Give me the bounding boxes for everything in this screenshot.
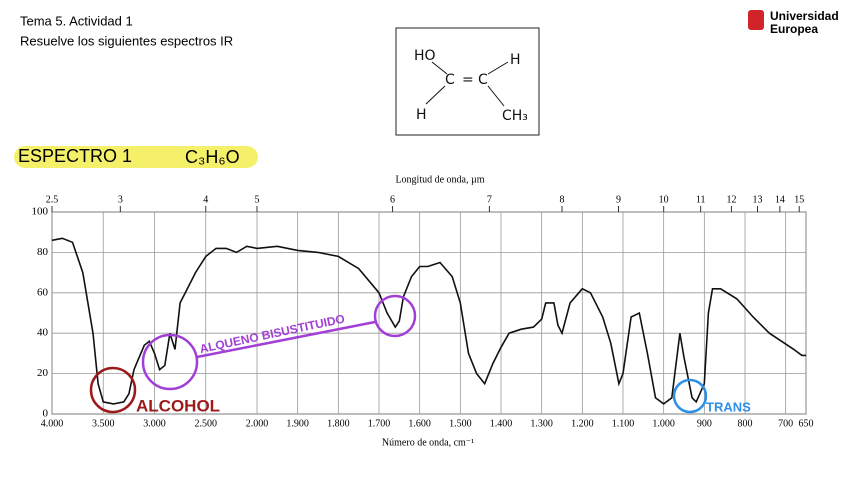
x-tick-label: 3.000 — [143, 418, 166, 429]
x-tick-label: 1.400 — [490, 418, 513, 429]
molecule-box — [395, 27, 540, 136]
x-tick-label: 3.500 — [92, 418, 115, 429]
x-tick-label: 4.000 — [41, 418, 64, 429]
x-tick-label: 1.300 — [530, 418, 553, 429]
x-tick-label: 1.700 — [368, 418, 391, 429]
y-tick-label: 40 — [37, 327, 49, 339]
x-tick-label: 1.000 — [652, 418, 675, 429]
top-tick-label: 14 — [775, 194, 785, 205]
x-tick-label: 1.600 — [408, 418, 431, 429]
exercise-title: ESPECTRO 1 — [18, 146, 132, 166]
y-tick-label: 60 — [37, 286, 49, 298]
top-tick-label: 10 — [659, 194, 669, 205]
bond: = — [462, 72, 474, 88]
x-axis-title: Número de onda, cm⁻¹ — [382, 437, 474, 448]
annotation: ALCOHOL — [136, 396, 220, 415]
x-tick-label: 1.100 — [612, 418, 635, 429]
logo-mark — [748, 10, 764, 30]
topic: Tema 5. Actividad 1 — [20, 13, 133, 28]
atom: C — [445, 72, 455, 88]
top-tick-label: 12 — [726, 194, 736, 205]
y-tick-label: 20 — [37, 367, 49, 379]
x-tick-label: 2.000 — [246, 418, 269, 429]
top-tick-label: 3 — [118, 194, 123, 205]
logo-text: Europea — [770, 22, 818, 36]
atom: HO — [414, 48, 436, 64]
circle — [672, 378, 708, 414]
formula: C₃H₆O — [185, 147, 240, 167]
spectrum: 0 20 40 60 80 100 4.000 3.500 3.000 2.500 2.000 1.9… — [32, 174, 814, 448]
top-tick-label: 13 — [753, 194, 763, 205]
atom: C — [478, 72, 488, 88]
x-tick-label: 1.200 — [571, 418, 594, 429]
atom: CH₃ — [502, 108, 528, 124]
top-tick-label: 11 — [696, 194, 706, 205]
molecule: HO C = C H H CH₃ — [414, 48, 528, 124]
y-tick-label: 80 — [37, 246, 49, 258]
highlight — [14, 146, 258, 168]
top-tick-label: 8 — [560, 194, 565, 205]
connector — [196, 320, 376, 359]
x-tick-label: 2.500 — [195, 418, 218, 429]
atom: H — [416, 107, 427, 123]
logo-text: Universidad — [770, 9, 839, 23]
y-tick-label: 0 — [43, 408, 49, 420]
circle — [141, 333, 199, 391]
top-tick-label: 4 — [203, 194, 208, 205]
atom: H — [510, 52, 521, 68]
circle — [373, 294, 417, 338]
top-tick-label: 2.5 — [46, 194, 59, 205]
top-tick-label: 9 — [616, 194, 621, 205]
circle — [89, 366, 137, 414]
top-tick-label: 5 — [255, 194, 260, 205]
top-axis-title: Longitud de onda, µm — [395, 174, 484, 185]
x-tick-label: 1.900 — [286, 418, 309, 429]
x-tick-label: 700 — [778, 418, 793, 429]
instruction: Resuelve los siguientes espectros IR — [20, 33, 233, 48]
top-tick-label: 6 — [390, 194, 395, 205]
spectrum-line — [51, 237, 806, 405]
annotation: TRANS — [706, 399, 751, 414]
top-tick-label: 7 — [487, 194, 492, 205]
y-tick-label: 100 — [32, 206, 49, 218]
plot-frame — [51, 211, 807, 415]
x-tick-label: 900 — [697, 418, 712, 429]
top-tick-label: 15 — [794, 194, 804, 205]
x-tick-label: 650 — [799, 418, 814, 429]
x-tick-label: 1.800 — [327, 418, 350, 429]
x-tick-label: 800 — [738, 418, 753, 429]
x-tick-label: 1.500 — [449, 418, 472, 429]
